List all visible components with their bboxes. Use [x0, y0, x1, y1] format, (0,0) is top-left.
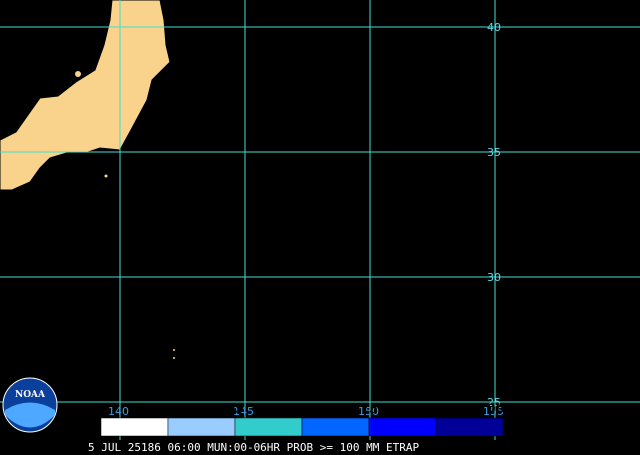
- legend-swatch: [234, 417, 303, 437]
- legend-label: 10: [159, 402, 177, 417]
- legend-label: 50: [293, 402, 311, 417]
- noaa-logo: NOAA: [2, 377, 58, 433]
- legend-label: 90: [427, 402, 445, 417]
- graticule: [0, 0, 640, 440]
- legend-swatch: [435, 417, 504, 437]
- longitude-label: 150: [358, 405, 379, 418]
- longitude-label: 155: [483, 405, 504, 418]
- legend-label: 25: [226, 402, 244, 417]
- legend-label: 100: [477, 402, 504, 417]
- longitude-labels: 140 145 150 155: [108, 405, 504, 418]
- legend-swatch: [368, 417, 437, 437]
- island: [104, 174, 108, 178]
- longitude-label: 145: [233, 405, 254, 418]
- legend-swatch: [167, 417, 236, 437]
- island: [75, 71, 81, 77]
- latitude-label: 30: [487, 271, 501, 284]
- land-japan: [0, 0, 171, 191]
- legend-label: 0: [96, 402, 105, 417]
- legend-swatch: [100, 417, 169, 437]
- logo-text: NOAA: [15, 390, 46, 400]
- latitude-labels: 40 35 30 25: [487, 21, 501, 409]
- longitude-label: 140: [108, 405, 129, 418]
- legend: 0 10 25 50 75 90 100%: [96, 402, 522, 437]
- island: [173, 357, 175, 359]
- latitude-label: 35: [487, 146, 501, 159]
- legend-unit: %: [509, 402, 522, 417]
- island: [173, 349, 175, 351]
- latitude-label: 40: [487, 21, 501, 34]
- footer-text: 5 JUL 25186 06:00 MUN:00-06HR PROB >= 10…: [88, 441, 420, 454]
- logo-wave: [5, 402, 55, 428]
- latitude-label: 25: [487, 396, 501, 409]
- legend-label: 75: [360, 402, 378, 417]
- footer-bar: [0, 440, 640, 455]
- legend-swatch: [301, 417, 370, 437]
